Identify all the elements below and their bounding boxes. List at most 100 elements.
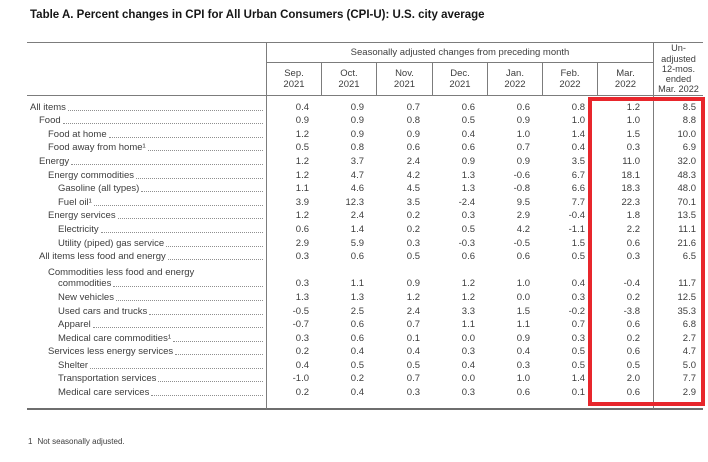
value-cell: 6.6 [571, 183, 585, 195]
value-cell: 2.4 [406, 305, 420, 317]
value-cell: 0.6 [461, 101, 475, 113]
value-cell: 4.6 [350, 183, 364, 195]
row-label-text: Energy services [48, 210, 116, 222]
value-cell: 9.5 [516, 196, 530, 208]
value-cell: 0.2 [626, 332, 640, 344]
value-cell: 0.3 [516, 359, 530, 371]
value-cell: 0.7 [571, 319, 585, 331]
value-cell: 0.5 [350, 359, 364, 371]
value-cell: 1.5 [626, 128, 640, 140]
value-cell: 0.4 [516, 346, 530, 358]
value-cell: 0.5 [295, 142, 309, 154]
value-cell: 0.6 [626, 387, 640, 399]
dot-leader [108, 136, 263, 138]
row-label: Medical care commodities¹ [27, 331, 267, 345]
value-cell: 0.3 [461, 346, 475, 358]
value-cell: -1.0 [292, 373, 309, 385]
row-label-text: Transportation services [58, 373, 157, 385]
value-cell: 1.0 [516, 278, 530, 290]
row-label: Medical care services [27, 385, 267, 400]
value-cell: 0.4 [571, 142, 585, 154]
dot-leader [136, 177, 263, 179]
value-cell: 0.7 [516, 142, 530, 154]
dot-leader [117, 218, 263, 220]
value-cell: 2.4 [350, 210, 364, 222]
row-label-text: Energy [39, 155, 70, 167]
row-label-text: commodities [58, 278, 112, 290]
cpi-table: Seasonally adjusted changes from precedi… [27, 42, 703, 410]
row-label: All items [27, 100, 267, 114]
value-cell: -0.6 [513, 169, 530, 181]
row-label: Food at home [27, 127, 267, 141]
value-cell: -0.2 [568, 305, 585, 317]
value-cell: 0.6 [295, 223, 309, 235]
value-cell: 5.0 [653, 358, 703, 372]
value-cell: 1.1 [295, 183, 309, 195]
value-cell: -1.1 [568, 223, 585, 235]
value-cell: -0.5 [292, 305, 309, 317]
column-header-mar-2022: Mar. 2022 [598, 63, 653, 96]
value-cell: 3.5 [406, 196, 420, 208]
row-label: Transportation services [27, 371, 267, 386]
value-cell: 0.2 [626, 291, 640, 303]
value-cell: 0.2 [350, 373, 364, 385]
value-cell: -0.4 [568, 210, 585, 222]
value-cell: -0.3 [458, 237, 475, 249]
value-cell: 6.9 [653, 140, 703, 155]
value-cell: 0.6 [626, 346, 640, 358]
value-cell: 0.7 [406, 373, 420, 385]
value-cell: 0.6 [406, 142, 420, 154]
column-header-oct-2021: Oct. 2021 [322, 63, 377, 96]
column-header-nov-2021: Nov. 2021 [377, 63, 433, 96]
row-label: Shelter [27, 358, 267, 372]
row-label-text: Medical care commodities¹ [58, 332, 171, 344]
row-label: Fuel oil¹ [27, 195, 267, 209]
value-cell: 5.9 [350, 237, 364, 249]
value-cell: 2.9 [295, 237, 309, 249]
value-cell: 12.5 [653, 290, 703, 304]
row-label-text: Electricity [58, 223, 99, 235]
value-cell: 11.0 [622, 155, 640, 167]
value-cell: 4.2 [406, 169, 420, 181]
column-header-sep-2021: Sep. 2021 [267, 63, 322, 96]
value-cell: 0.5 [571, 251, 585, 263]
value-cell: 48.3 [653, 167, 703, 182]
column-header-feb-2022: Feb. 2022 [543, 63, 598, 96]
value-cell: 8.5 [653, 100, 703, 114]
value-cell: 0.1 [571, 387, 585, 399]
value-cell: 7.7 [571, 196, 585, 208]
row-label-text: Commodities less food and energy [48, 267, 195, 279]
row-label-text: All items less food and energy [39, 251, 166, 263]
dot-leader [167, 259, 263, 261]
value-cell: 0.6 [350, 319, 364, 331]
value-cell: 0.9 [350, 101, 364, 113]
value-cell: 0.4 [461, 128, 475, 140]
value-cell: 3.9 [295, 196, 309, 208]
dot-leader [100, 231, 263, 233]
row-label: Services less energy services [27, 344, 267, 359]
value-cell: 1.1 [516, 319, 530, 331]
value-cell: 6.8 [653, 317, 703, 332]
value-cell: 0.9 [350, 115, 364, 127]
value-cell: 0.3 [571, 291, 585, 303]
value-cell: 0.1 [406, 332, 420, 344]
value-cell: 0.9 [516, 115, 530, 127]
value-cell: 0.6 [516, 387, 530, 399]
value-cell: 2.9 [653, 385, 703, 400]
value-cell: 18.3 [621, 183, 641, 195]
value-cell: 0.9 [406, 278, 420, 290]
value-cell: 0.2 [295, 387, 309, 399]
value-cell: 11.1 [653, 222, 703, 236]
value-cell: 0.6 [350, 332, 364, 344]
stub-header-cell [27, 42, 267, 96]
value-cell: 0.3 [626, 142, 640, 154]
value-cell: 10.0 [653, 127, 703, 141]
table-title: Table A. Percent changes in CPI for All … [30, 9, 485, 21]
value-cell: -2.4 [458, 196, 475, 208]
row-label: Electricity [27, 222, 267, 236]
value-cell: 11.7 [653, 263, 703, 291]
value-cell: 0.3 [461, 387, 475, 399]
value-cell: 1.4 [571, 373, 585, 385]
value-cell: 1.0 [626, 115, 640, 127]
